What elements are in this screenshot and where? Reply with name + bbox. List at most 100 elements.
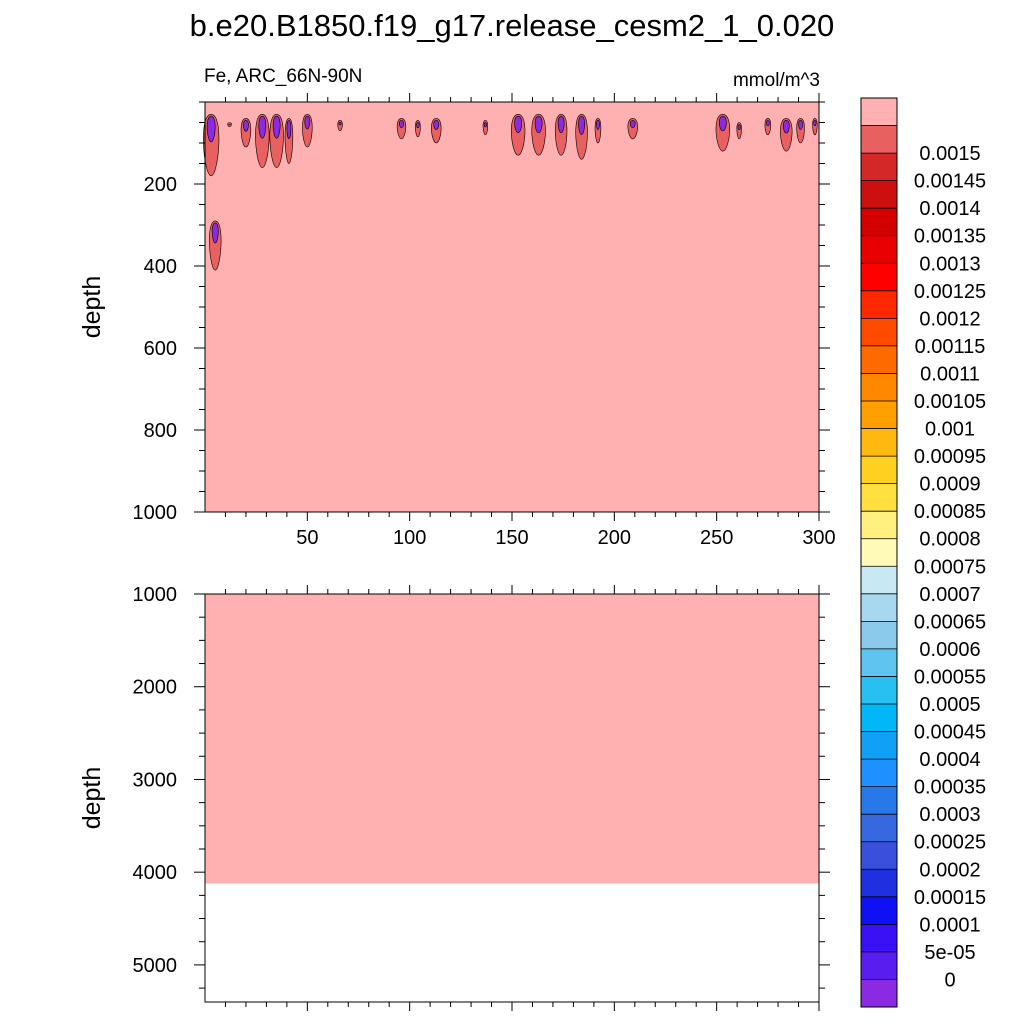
contour-core xyxy=(258,115,267,139)
colorbar-label: 0.00105 xyxy=(914,391,986,413)
contour-core xyxy=(398,120,404,128)
contour-core xyxy=(211,222,219,244)
colorbar-label: 0.0002 xyxy=(919,859,980,881)
contour-core xyxy=(813,120,817,127)
upper-depth-panel: 50 100 150 200 250 300 200 400 600 800 1000 depth xyxy=(78,93,836,549)
y-tick-label: 1000 xyxy=(133,584,178,606)
contour-core xyxy=(433,120,440,130)
colorbar-label: 0.00145 xyxy=(914,171,986,193)
y-tick-label: 600 xyxy=(144,338,177,360)
contour-core xyxy=(737,124,741,131)
contour-core xyxy=(206,115,216,143)
colorbar-swatch xyxy=(861,648,897,677)
colorbar-label: 0.0011 xyxy=(920,363,980,385)
units-label: mmol/m^3 xyxy=(733,70,820,91)
colorbar-label: 0.00125 xyxy=(914,281,986,303)
contour-core xyxy=(243,120,249,132)
colorbar-swatch xyxy=(861,979,897,1008)
colorbar-swatch xyxy=(861,456,897,484)
y-axis-label: depth xyxy=(78,767,106,830)
colorbar-swatch xyxy=(861,345,897,374)
variable-label: Fe, ARC_66N-90N xyxy=(204,66,362,87)
colorbar-label: 0.0008 xyxy=(919,529,980,551)
colorbar-swatch xyxy=(861,263,897,292)
colorbar-swatch xyxy=(861,428,897,457)
contour-core xyxy=(578,115,585,135)
contour-core xyxy=(514,115,522,134)
colorbar-frame xyxy=(860,97,898,1008)
field-fill xyxy=(205,594,819,884)
colorbar-swatch xyxy=(861,483,897,512)
colorbar-swatch xyxy=(861,896,897,925)
y-tick-label: 1000 xyxy=(133,502,178,524)
colorbar-swatch xyxy=(861,924,897,953)
colorbar-label: 0.00055 xyxy=(914,666,986,688)
y-axis-label: depth xyxy=(78,276,106,339)
x-tick-label: 50 xyxy=(296,527,318,549)
colorbar-label: 0 xyxy=(944,969,955,991)
colorbar-label: 0.0012 xyxy=(919,308,980,330)
colorbar-label: 0.00085 xyxy=(914,501,986,523)
y-tick-label: 800 xyxy=(144,420,177,442)
colorbar-swatch xyxy=(861,208,897,237)
x-tick-label: 250 xyxy=(700,527,733,549)
x-tick-label: 150 xyxy=(495,527,528,549)
colorbar-swatch xyxy=(861,869,897,898)
colorbar-label: 0.00065 xyxy=(914,611,986,633)
colorbar-label: 0.0013 xyxy=(919,253,980,275)
x-tick-label: 300 xyxy=(802,527,835,549)
contour-core xyxy=(719,115,727,132)
contour-core xyxy=(596,120,600,130)
contour-core xyxy=(483,122,487,128)
colorbar-swatch xyxy=(861,731,897,760)
colorbar-swatch xyxy=(861,318,897,347)
contour-core xyxy=(272,115,281,139)
colorbar-label: 0.0004 xyxy=(919,749,980,771)
contour-core xyxy=(534,115,543,134)
contour-core xyxy=(304,115,311,130)
colorbar-swatch xyxy=(861,125,897,154)
colorbar-swatch xyxy=(861,98,897,126)
y-tick-label: 4000 xyxy=(133,862,178,884)
colorbar-swatch xyxy=(861,786,897,815)
colorbar-label: 0.0005 xyxy=(919,694,980,716)
colorbar-label: 0.001 xyxy=(925,419,975,441)
contour-core xyxy=(782,120,790,134)
colorbar-label: 5e-05 xyxy=(924,942,975,964)
colorbar-label: 0.0007 xyxy=(919,584,980,606)
colorbar-swatch xyxy=(861,704,897,732)
colorbar-label: 0.0001 xyxy=(919,914,980,936)
colorbar-swatch xyxy=(861,153,897,181)
colorbar-label: 0.0014 xyxy=(919,198,980,220)
contour-core xyxy=(629,120,636,128)
colorbar-swatch xyxy=(861,841,897,870)
colorbar-label: 0.0006 xyxy=(919,639,980,661)
colorbar-label: 0.00025 xyxy=(914,832,986,854)
colorbar-swatch xyxy=(861,373,897,402)
colorbar-swatch xyxy=(861,759,897,787)
colorbar-label: 0.00115 xyxy=(915,336,986,358)
y-tick-label: 2000 xyxy=(133,677,178,699)
contour-core xyxy=(338,122,342,126)
colorbar-label: 0.0009 xyxy=(919,474,980,496)
contour-core xyxy=(286,120,292,139)
contour-blob xyxy=(337,120,343,132)
colorbar-label: 0.00135 xyxy=(914,226,986,248)
contour-core xyxy=(766,120,770,127)
colorbar-swatch xyxy=(861,951,897,980)
colorbar-swatch xyxy=(861,511,897,540)
colorbar-swatch xyxy=(861,180,897,209)
colorbar-swatch xyxy=(861,235,897,264)
chart-title: b.e20.B1850.f19_g17.release_cesm2_1_0.02… xyxy=(190,8,835,43)
colorbar: 0 5e-05 0.0001 0.00015 0.0002 0.00025 0.0003 0.… xyxy=(860,97,986,1008)
y-tick-label: 3000 xyxy=(133,769,178,791)
colorbar-swatch xyxy=(861,814,897,843)
colorbar-swatch xyxy=(861,566,897,595)
colorbar-swatch xyxy=(861,593,897,622)
colorbar-swatch xyxy=(861,676,897,705)
contour-core xyxy=(557,115,565,134)
colorbar-swatch xyxy=(861,290,897,319)
x-tick-label: 200 xyxy=(598,527,631,549)
colorbar-label: 0.0015 xyxy=(919,143,980,165)
